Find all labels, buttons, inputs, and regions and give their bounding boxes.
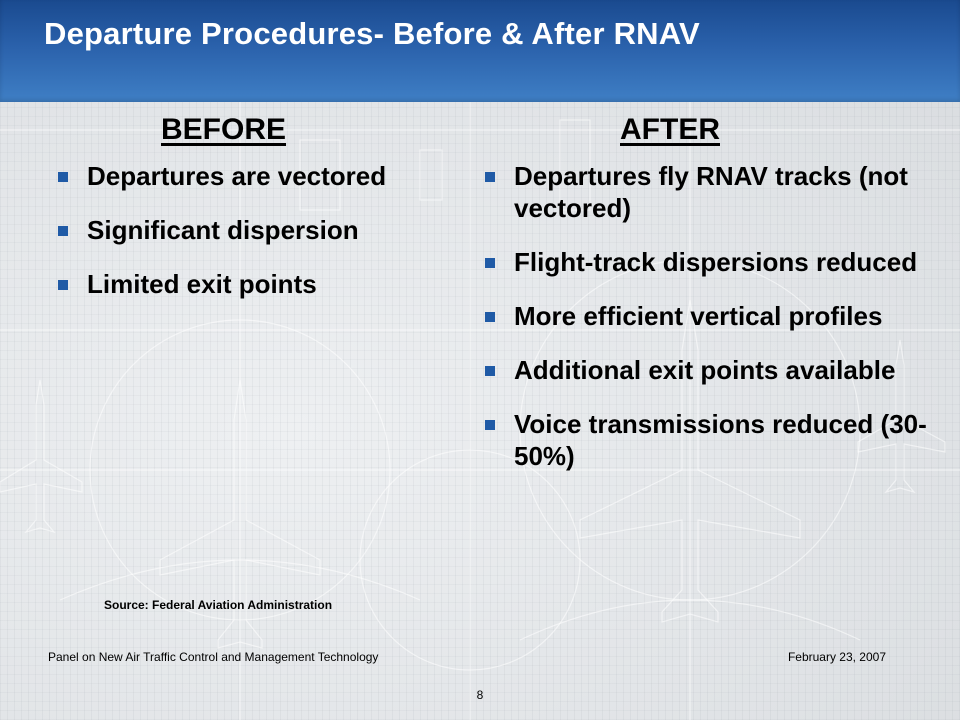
before-bullet-text: Significant dispersion: [87, 215, 359, 245]
before-bullet-item: Limited exit points: [58, 268, 438, 300]
slide-title: Departure Procedures- Before & After RNA…: [44, 16, 700, 51]
before-bullet-text: Departures are vectored: [87, 161, 387, 191]
before-bullet-item: Departures are vectored: [58, 160, 438, 192]
after-bullet-text: Additional exit points available: [514, 355, 896, 385]
after-bullet-item: Flight-track dispersions reduced: [485, 246, 945, 278]
square-bullet-icon: [485, 312, 495, 322]
before-bullet-item: Significant dispersion: [58, 214, 438, 246]
after-bullet-item: Additional exit points available: [485, 354, 945, 386]
square-bullet-icon: [485, 258, 495, 268]
square-bullet-icon: [485, 172, 495, 182]
after-bullet-item: Voice transmissions reduced (30-50%): [485, 408, 945, 472]
after-bullet-text: Departures fly RNAV tracks (not vectored…: [514, 161, 908, 223]
before-heading: BEFORE: [161, 113, 287, 146]
before-bullet-list: Departures are vectored Significant disp…: [58, 160, 438, 322]
after-bullet-text: More efficient vertical profiles: [514, 301, 883, 331]
footer-date: February 23, 2007: [787, 650, 886, 664]
square-bullet-icon: [485, 366, 495, 376]
after-bullet-item: Departures fly RNAV tracks (not vectored…: [485, 160, 945, 224]
after-bullet-text: Voice transmissions reduced (30-50%): [514, 409, 927, 471]
square-bullet-icon: [58, 172, 68, 182]
after-bullet-text: Flight-track dispersions reduced: [514, 247, 918, 277]
square-bullet-icon: [58, 280, 68, 290]
before-bullet-text: Limited exit points: [87, 269, 317, 299]
page-number: 8: [476, 688, 484, 702]
title-bar: Departure Procedures- Before & After RNA…: [0, 0, 960, 102]
source-credit: Source: Federal Aviation Administration: [104, 598, 333, 612]
footer-panel-name: Panel on New Air Traffic Control and Man…: [48, 650, 379, 664]
square-bullet-icon: [58, 226, 68, 236]
after-heading: AFTER: [620, 113, 720, 146]
after-bullet-item: More efficient vertical profiles: [485, 300, 945, 332]
square-bullet-icon: [485, 420, 495, 430]
after-bullet-list: Departures fly RNAV tracks (not vectored…: [485, 160, 945, 494]
